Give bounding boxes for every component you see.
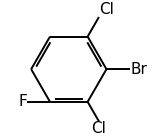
Text: Cl: Cl bbox=[99, 2, 114, 17]
Text: Cl: Cl bbox=[91, 121, 106, 136]
Text: F: F bbox=[19, 94, 27, 109]
Text: Br: Br bbox=[130, 62, 147, 77]
